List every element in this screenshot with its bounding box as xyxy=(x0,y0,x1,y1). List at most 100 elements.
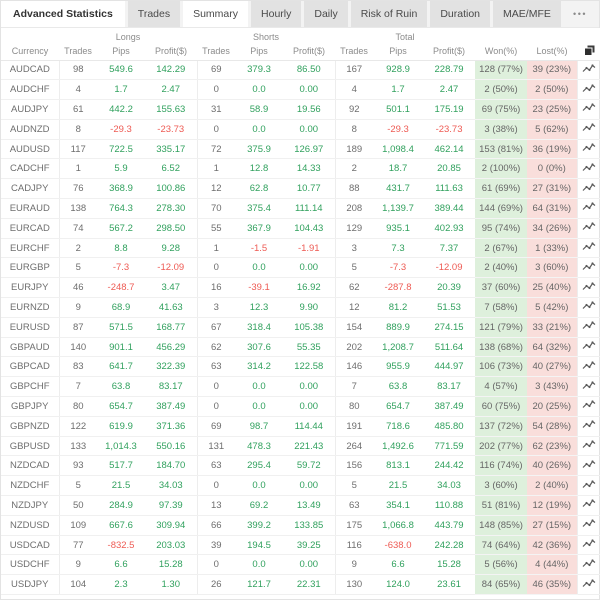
row-chart-cell xyxy=(576,535,600,556)
tab-mae-mfe[interactable]: MAE/MFE xyxy=(493,1,561,27)
long-profit-cell: 335.17 xyxy=(145,139,198,160)
chart-icon[interactable] xyxy=(582,439,596,450)
chart-icon[interactable] xyxy=(582,281,596,292)
row-chart-cell xyxy=(576,416,600,437)
chart-icon[interactable] xyxy=(582,162,596,173)
long-trades-cell: 122 xyxy=(59,416,97,437)
short-trades-cell: 0 xyxy=(197,554,236,576)
short-profit-cell: 86.50 xyxy=(283,60,336,81)
total-profit-cell: 244.42 xyxy=(423,455,476,477)
long-profit-cell: 309.94 xyxy=(145,515,198,536)
chart-icon[interactable] xyxy=(582,518,596,529)
row-chart-cell xyxy=(576,317,600,338)
won-cell: 128 (77%) xyxy=(475,60,528,81)
chart-icon[interactable] xyxy=(582,300,596,311)
won-cell: 3 (60%) xyxy=(475,475,528,497)
col-long-profit: Profit($) xyxy=(145,43,198,61)
chart-icon[interactable] xyxy=(582,201,596,212)
total-trades-cell: 191 xyxy=(335,416,374,437)
long-pips-cell: 8.8 xyxy=(97,238,145,259)
tab-risk-of-ruin[interactable]: Risk of Ruin xyxy=(350,1,428,27)
total-pips-cell: 928.9 xyxy=(373,60,424,81)
chart-icon[interactable] xyxy=(582,261,596,272)
long-pips-cell: 368.9 xyxy=(97,178,145,200)
total-profit-cell: 511.64 xyxy=(423,337,476,358)
chart-icon[interactable] xyxy=(582,221,596,232)
short-trades-cell: 26 xyxy=(197,574,236,596)
chart-icon[interactable] xyxy=(582,538,596,549)
chart-icon[interactable] xyxy=(582,578,596,589)
short-profit-cell: 0.00 xyxy=(283,257,336,279)
long-profit-cell: 203.03 xyxy=(145,535,198,556)
chart-icon[interactable] xyxy=(582,360,596,371)
chart-icon[interactable] xyxy=(582,320,596,331)
table-row-eurcad: EURCAD 74 567.2 298.50 55 367.9 104.43 129 935.1… xyxy=(1,218,600,239)
chart-icon[interactable] xyxy=(582,558,596,569)
total-profit-cell: -12.09 xyxy=(423,257,476,279)
more-menu-icon[interactable]: ••• xyxy=(573,9,587,19)
total-pips-cell: 501.1 xyxy=(373,99,424,120)
lost-cell: 64 (31%) xyxy=(527,198,578,219)
chart-icon[interactable] xyxy=(582,340,596,351)
total-profit-cell: 387.49 xyxy=(423,396,476,417)
currency-cell: EURCAD xyxy=(1,218,60,239)
total-pips-cell: -287.8 xyxy=(373,277,424,299)
table-row-eurjpy: EURJPY 46 -248.7 3.47 16 -39.1 16.92 62 -287.8 20… xyxy=(1,277,600,299)
chart-icon[interactable] xyxy=(582,459,596,470)
tab-advanced-statistics[interactable]: Advanced Statistics xyxy=(1,1,125,27)
chart-icon[interactable] xyxy=(582,241,596,252)
tab-summary[interactable]: Summary xyxy=(183,1,249,27)
long-trades-cell: 5 xyxy=(59,475,97,497)
total-trades-cell: 116 xyxy=(335,535,374,556)
col-total-profit: Profit($) xyxy=(423,43,476,61)
short-profit-cell: 111.14 xyxy=(283,198,336,219)
row-chart-cell xyxy=(576,79,600,101)
chart-icon[interactable] xyxy=(582,479,596,490)
chart-icon[interactable] xyxy=(582,498,596,509)
lost-cell: 5 (42%) xyxy=(527,297,578,318)
total-profit-cell: 444.97 xyxy=(423,356,476,378)
chart-icon[interactable] xyxy=(582,142,596,153)
short-profit-cell: 13.49 xyxy=(283,495,336,516)
tab-daily[interactable]: Daily xyxy=(304,1,348,27)
table-row-audjpy: AUDJPY 61 442.2 155.63 31 58.9 19.56 92 501.1 175… xyxy=(1,99,600,120)
currency-cell: EURJPY xyxy=(1,277,60,299)
currency-cell: GBPAUD xyxy=(1,337,60,358)
chart-icon[interactable] xyxy=(582,399,596,410)
long-pips-cell: 517.7 xyxy=(97,455,145,477)
short-profit-cell: 0.00 xyxy=(283,475,336,497)
row-chart-cell xyxy=(576,119,600,140)
chart-icon[interactable] xyxy=(582,182,596,193)
row-chart-cell xyxy=(576,356,600,378)
chart-icon[interactable] xyxy=(582,83,596,94)
total-trades-cell: 2 xyxy=(335,158,374,180)
tab-duration[interactable]: Duration xyxy=(430,1,491,27)
chart-icon[interactable] xyxy=(582,419,596,430)
group-total: Total xyxy=(335,28,476,43)
short-profit-cell: 133.85 xyxy=(283,515,336,536)
tab-trades[interactable]: Trades xyxy=(127,1,181,27)
chart-icon[interactable] xyxy=(582,63,596,74)
total-trades-cell: 63 xyxy=(335,495,374,516)
currency-cell: GBPCHF xyxy=(1,376,60,398)
long-trades-cell: 138 xyxy=(59,198,97,219)
total-pips-cell: 124.0 xyxy=(373,574,424,596)
short-pips-cell: 318.4 xyxy=(235,317,284,338)
lost-cell: 2 (50%) xyxy=(527,79,578,101)
chart-icon[interactable] xyxy=(582,102,596,113)
chart-icon[interactable] xyxy=(582,122,596,133)
currency-cell: CADCHF xyxy=(1,158,60,180)
lost-cell: 62 (23%) xyxy=(527,436,578,457)
short-profit-cell: 122.58 xyxy=(283,356,336,378)
short-trades-cell: 3 xyxy=(197,297,236,318)
won-cell: 7 (58%) xyxy=(475,297,528,318)
row-chart-cell xyxy=(576,178,600,200)
row-chart-cell xyxy=(576,99,600,120)
copy-icon[interactable] xyxy=(583,45,595,56)
chart-icon[interactable] xyxy=(582,380,596,391)
tab-hourly[interactable]: Hourly xyxy=(251,1,302,27)
total-profit-cell: 110.88 xyxy=(423,495,476,516)
long-trades-cell: 8 xyxy=(59,119,97,140)
total-pips-cell: -29.3 xyxy=(373,119,424,140)
